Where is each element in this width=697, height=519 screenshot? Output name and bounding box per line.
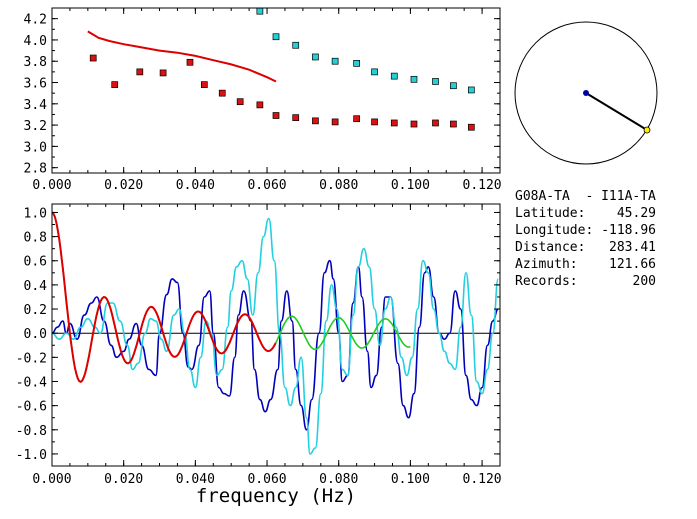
group-velocity-point <box>410 75 418 83</box>
x-tick-label: 0.060 <box>247 472 286 487</box>
info-value: -118.96 <box>601 223 656 238</box>
x-tick-label: 0.100 <box>391 178 430 193</box>
group-velocity-point <box>450 82 457 90</box>
phase-velocity-point <box>432 119 439 127</box>
x-tick-label: 0.000 <box>32 178 71 193</box>
y-tick-label: 4.0 <box>24 34 47 49</box>
phase-velocity-point <box>256 101 264 109</box>
phase-velocity-point <box>353 115 360 123</box>
correlation-plot-frame <box>51 203 501 467</box>
group-velocity-point <box>353 60 360 67</box>
y-tick-label: 0.8 <box>24 231 47 246</box>
y-tick-label: 3.2 <box>24 119 47 134</box>
info-label: Azimuth: <box>515 257 578 272</box>
x-tick-label: 0.080 <box>319 178 358 193</box>
bessel-fit-curve-selected <box>51 211 277 383</box>
station-b-marker <box>643 126 651 134</box>
x-tick-label: 0.040 <box>176 178 215 193</box>
correlation-plot-area <box>51 211 500 455</box>
phase-velocity-point <box>136 68 144 76</box>
y-tick-label: -0.4 <box>16 375 47 390</box>
y-tick-label: 0.0 <box>24 327 47 342</box>
y-tick-label: -0.2 <box>16 351 47 366</box>
phase-velocity-curve <box>87 30 277 83</box>
y-tick-label: -0.8 <box>16 424 47 439</box>
y-tick-label: 3.0 <box>24 140 47 155</box>
y-tick-label: 1.0 <box>24 206 47 221</box>
info-label: Distance: <box>515 240 585 255</box>
phase-velocity-point <box>467 123 475 131</box>
x-axis-label: frequency (Hz) <box>196 485 356 507</box>
x-tick-label: 0.020 <box>104 472 143 487</box>
x-tick-label: 0.100 <box>391 472 430 487</box>
station-path-line <box>585 92 648 131</box>
phase-velocity-point <box>200 81 208 88</box>
y-tick-label: -1.0 <box>16 448 47 463</box>
y-tick-label: -0.6 <box>16 400 47 415</box>
y-tick-label: 0.4 <box>24 279 48 294</box>
group-velocity-point <box>371 68 378 76</box>
phase-velocity-point <box>371 118 378 126</box>
group-velocity-point <box>432 78 439 85</box>
info-label: Records: <box>515 274 578 289</box>
y-tick-label: 3.4 <box>24 98 48 113</box>
info-value: 45.29 <box>617 206 656 221</box>
info-panel: G08A-TA - I11A-TA Latitude: 45.29 Longitud… <box>515 189 656 289</box>
group-velocity-point <box>467 86 475 94</box>
info-label: Longitude: <box>515 223 593 238</box>
x-tick-label: 0.060 <box>247 178 286 193</box>
phase-velocity-point <box>218 89 226 97</box>
phase-velocity-point <box>312 117 319 125</box>
station-map <box>514 21 658 165</box>
observed-correlation-curve <box>51 259 499 431</box>
dispersion-chart: 0.000 0.020 0.040 0.060 0.080 0.100 0.120 2.8 3.… <box>24 7 502 193</box>
group-velocity-point <box>390 72 398 80</box>
phase-velocity-point <box>89 54 97 62</box>
x-tick-label: 0.080 <box>319 472 358 487</box>
x-tick-label: 0.000 <box>32 472 71 487</box>
group-velocity-point <box>312 53 319 61</box>
dispersion-plot-frame <box>51 7 501 174</box>
x-tick-label: 0.120 <box>463 178 502 193</box>
group-velocity-point <box>256 7 264 15</box>
observed-correlation-curve-alt <box>51 217 499 455</box>
map-circle <box>514 21 658 165</box>
y-tick-label: 0.2 <box>24 303 47 318</box>
x-tick-label: 0.040 <box>176 472 215 487</box>
info-value: 283.41 <box>609 240 656 255</box>
y-tick-label: 4.2 <box>24 13 47 28</box>
x-tick-label: 0.120 <box>463 472 502 487</box>
correlation-chart: 0.000 0.020 0.040 0.060 0.080 0.100 0.120 1.0 0.… <box>16 203 502 507</box>
info-label: Latitude: <box>515 206 585 221</box>
phase-velocity-point <box>111 81 119 88</box>
phase-velocity-point <box>272 112 280 119</box>
phase-velocity-point <box>159 69 167 77</box>
info-value: 121.66 <box>609 257 656 272</box>
phase-velocity-point <box>292 114 300 121</box>
info-rows: Latitude: 45.29 Longitude: -118.96 Distance:… <box>515 206 656 289</box>
y-tick-label: 2.8 <box>24 162 47 177</box>
phase-velocity-point <box>390 119 398 127</box>
group-velocity-point <box>272 33 280 41</box>
phase-velocity-point <box>236 98 244 106</box>
station-a-marker <box>583 90 589 96</box>
station-pair-title: G08A-TA - I11A-TA <box>515 189 656 204</box>
phase-velocity-point <box>450 120 457 128</box>
phase-velocity-point <box>186 58 194 66</box>
x-tick-label: 0.020 <box>104 178 143 193</box>
info-value: 200 <box>633 274 656 289</box>
y-tick-label: 3.8 <box>24 55 47 70</box>
phase-velocity-point <box>331 118 339 126</box>
dispersion-axes: 0.000 0.020 0.040 0.060 0.080 0.100 0.120 2.8 3.… <box>24 8 502 193</box>
group-velocity-point <box>292 41 300 49</box>
group-velocity-point <box>331 57 339 65</box>
y-tick-label: 0.6 <box>24 255 47 270</box>
phase-velocity-point <box>410 120 418 128</box>
correlation-axes: 0.000 0.020 0.040 0.060 0.080 0.100 0.120 1.0 0.… <box>16 204 502 487</box>
dispersion-plot-area <box>87 7 475 131</box>
y-tick-label: 3.6 <box>24 77 47 92</box>
